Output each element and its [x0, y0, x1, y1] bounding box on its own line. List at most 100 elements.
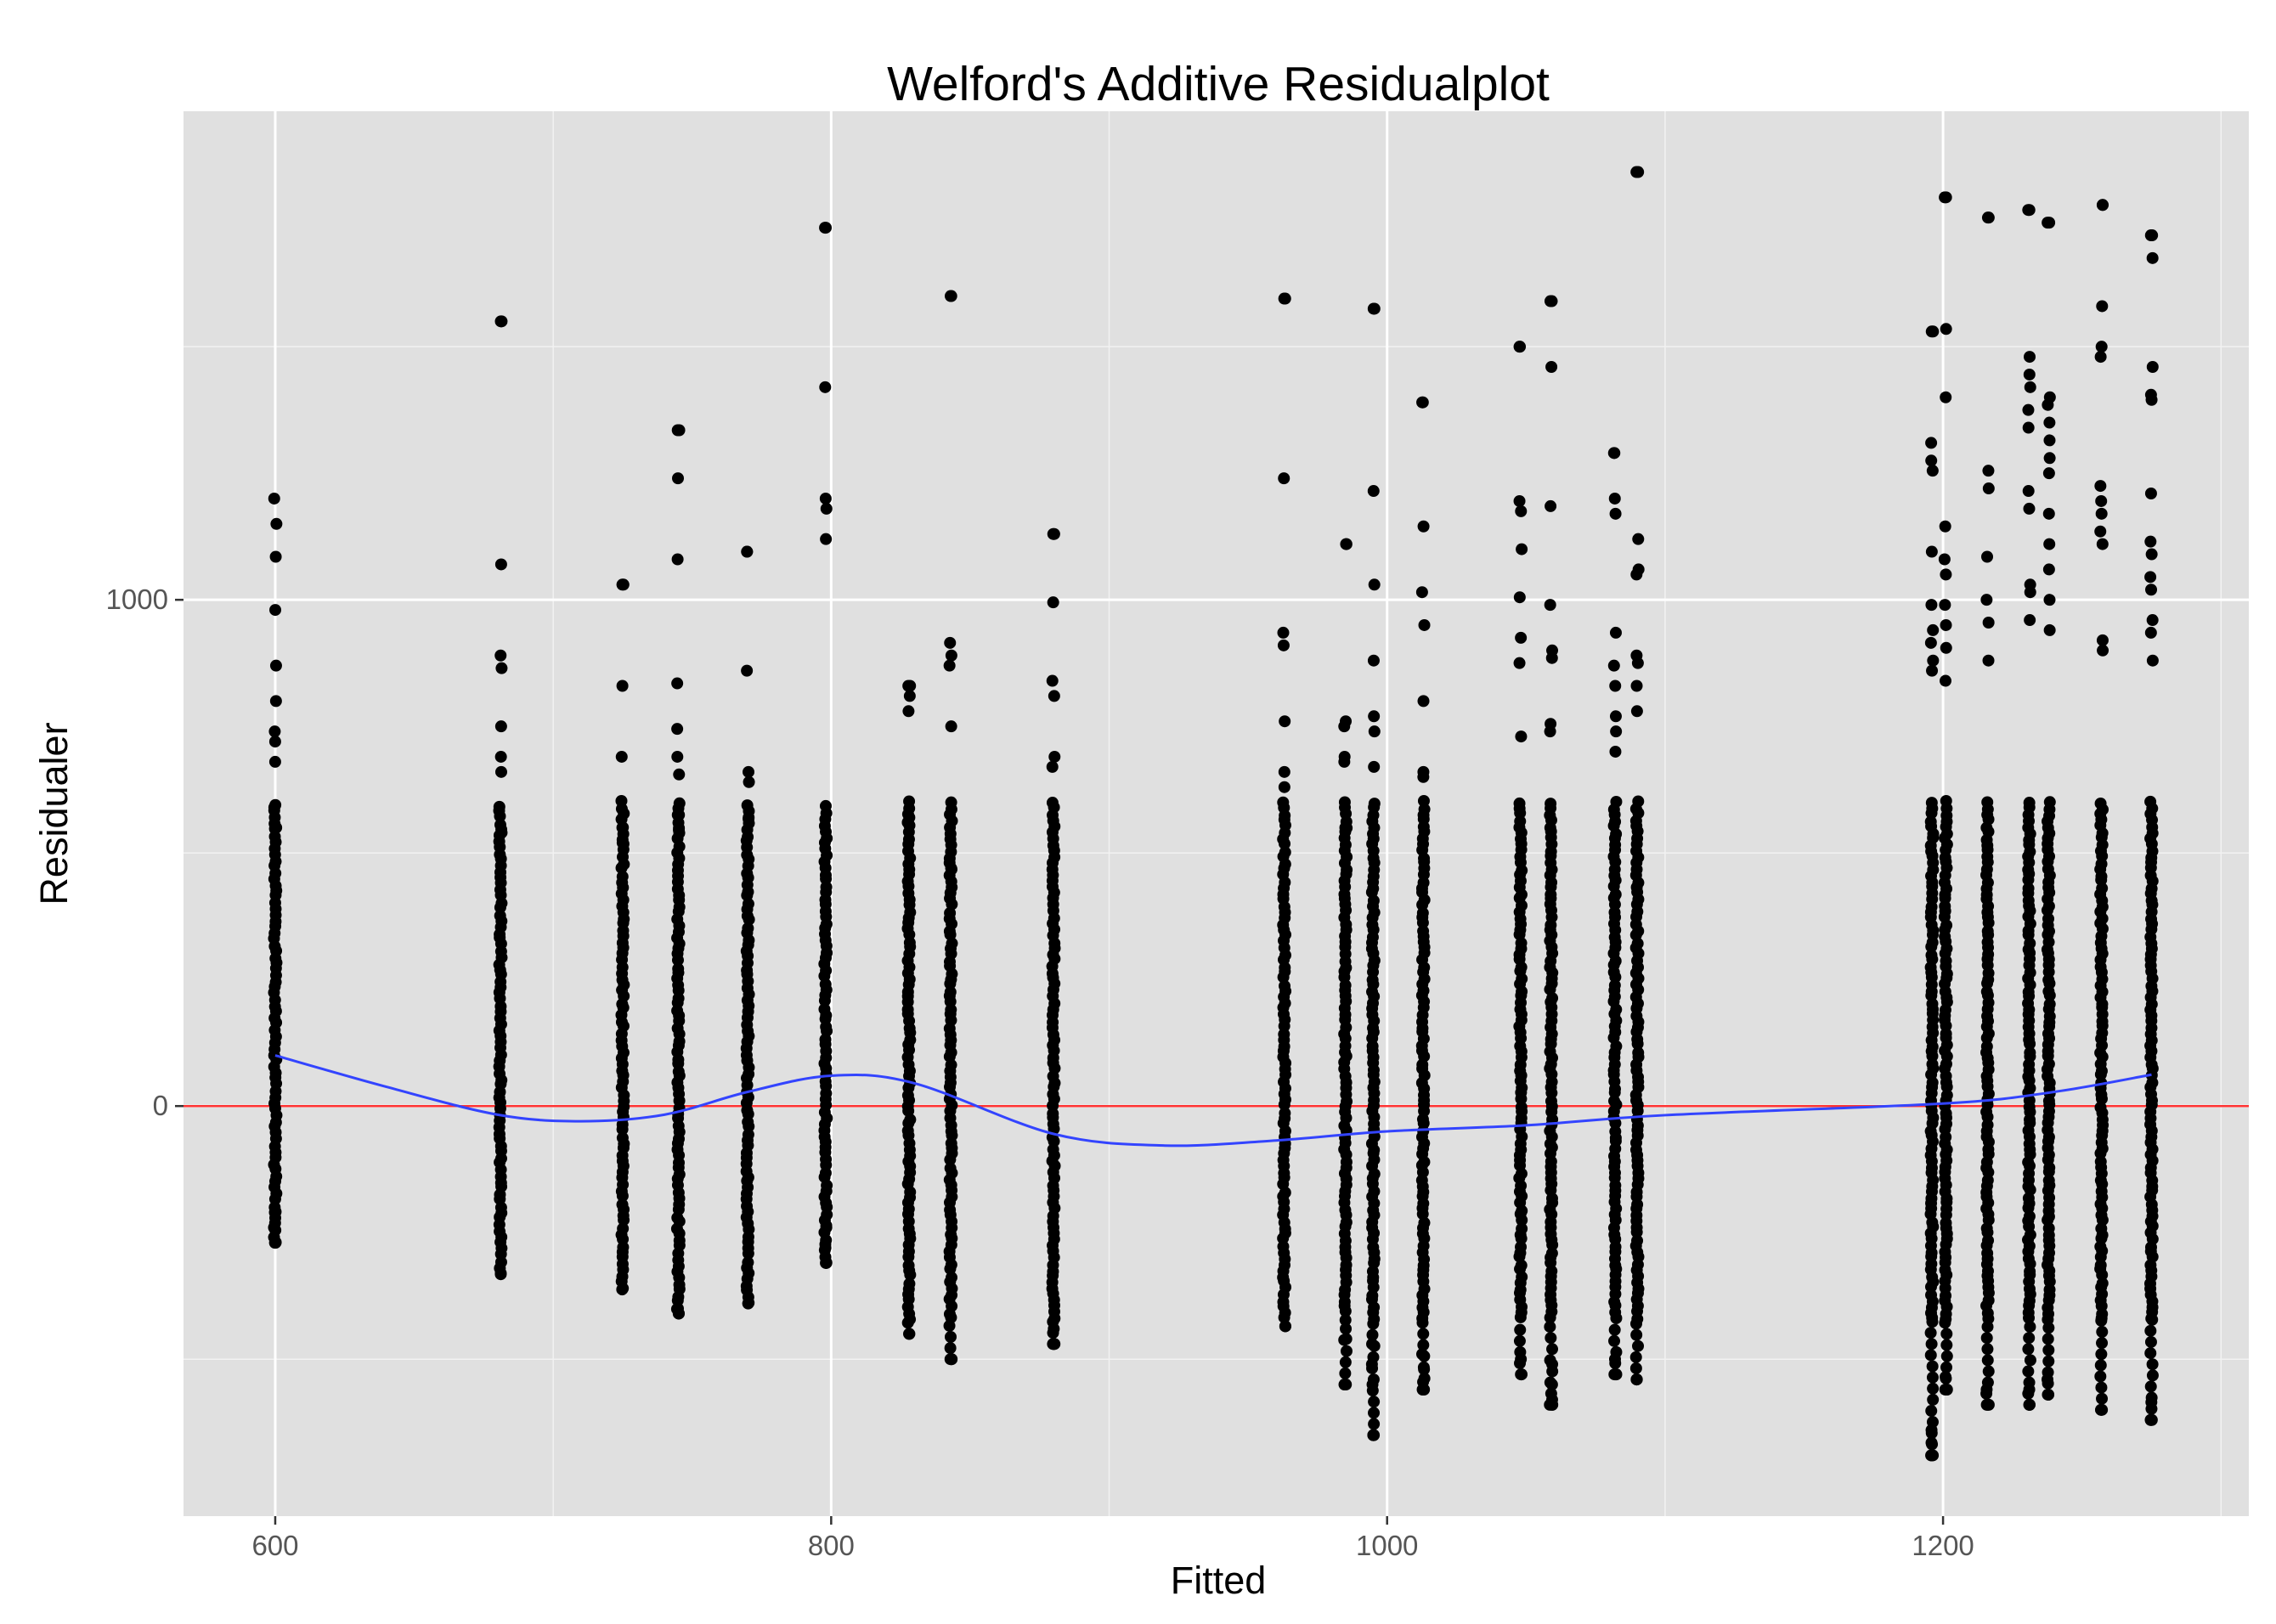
- scatter-point: [1339, 821, 1352, 834]
- scatter-point: [944, 1342, 957, 1355]
- scatter-point: [945, 649, 957, 662]
- scatter-point: [1277, 626, 1290, 639]
- scatter-point: [1980, 1332, 1993, 1345]
- scatter-point: [2094, 525, 2107, 538]
- scatter-point: [2146, 654, 2159, 667]
- scatter-point: [1417, 695, 1430, 708]
- scatter-point: [1418, 1216, 1431, 1229]
- scatter-point: [2144, 535, 2157, 548]
- scatter-point: [617, 1282, 630, 1294]
- scatter-point: [2096, 199, 2109, 211]
- scatter-point: [1940, 1339, 1953, 1351]
- scatter-point: [1514, 815, 1527, 827]
- scatter-point: [2042, 1344, 2055, 1356]
- scatter-point: [1609, 507, 1622, 520]
- scatter-point: [1940, 794, 1952, 807]
- scatter-point: [1980, 1040, 1993, 1053]
- scatter-point: [1632, 1339, 1645, 1352]
- scatter-point: [1368, 1396, 1381, 1408]
- scatter-point: [1416, 1317, 1429, 1329]
- scatter-point: [672, 472, 685, 485]
- scatter-point: [1278, 765, 1290, 778]
- scatter-point: [616, 679, 629, 692]
- scatter-point: [2024, 1046, 2036, 1059]
- scatter-point: [1980, 594, 1993, 606]
- scatter-point: [2042, 563, 2055, 576]
- scatter-point: [1415, 586, 1428, 599]
- scatter-point: [1940, 1361, 1953, 1373]
- scatter-point: [1940, 1371, 1952, 1384]
- scatter-point: [945, 796, 957, 809]
- scatter-point: [903, 795, 916, 808]
- scatter-point: [1939, 520, 1951, 533]
- scatter-point: [671, 677, 684, 690]
- scatter-point: [2095, 1381, 2108, 1394]
- scatter-point: [1338, 720, 1351, 733]
- scatter-point: [2043, 538, 2056, 550]
- scatter-point: [1048, 1338, 1060, 1351]
- scatter-point: [1340, 1345, 1353, 1357]
- scatter-point: [1368, 578, 1381, 591]
- scatter-point: [1515, 1259, 1528, 1272]
- scatter-point: [1048, 690, 1060, 702]
- scatter-point: [1925, 797, 1938, 809]
- scatter-point: [1924, 636, 1937, 649]
- scatter-point: [268, 801, 280, 814]
- scatter-point: [2094, 1101, 2107, 1114]
- scatter-point: [742, 1297, 754, 1310]
- y-tick-label: 1000: [106, 584, 168, 615]
- scatter-point: [1515, 730, 1528, 743]
- scatter-point: [494, 910, 506, 922]
- scatter-point: [1926, 664, 1939, 677]
- scatter-point: [2022, 403, 2035, 416]
- scatter-point: [1545, 1247, 1558, 1260]
- scatter-point: [1927, 623, 1940, 636]
- scatter-point: [1417, 770, 1430, 783]
- scatter-point: [2022, 1343, 2035, 1356]
- scatter-point: [1610, 725, 1623, 738]
- scatter-point: [2144, 626, 2157, 639]
- scatter-point: [1981, 796, 1994, 809]
- scatter-point: [2024, 614, 2036, 627]
- scatter-point: [1516, 1222, 1528, 1235]
- scatter-point: [1338, 1379, 1351, 1391]
- scatter-point: [270, 517, 283, 530]
- scatter-point: [2145, 548, 2158, 561]
- scatter-point: [671, 424, 684, 437]
- scatter-point: [671, 723, 684, 736]
- x-tick-label: 1200: [1912, 1530, 1974, 1561]
- scatter-point: [1940, 641, 1952, 654]
- scatter-point: [616, 1131, 629, 1144]
- scatter-point: [1545, 1379, 1558, 1391]
- scatter-point: [1981, 1343, 1994, 1356]
- scatter-point: [2042, 398, 2054, 411]
- scatter-point: [1367, 654, 1380, 667]
- scatter-point: [1277, 639, 1290, 651]
- x-tick-label: 1000: [1356, 1530, 1418, 1561]
- scatter-point: [268, 755, 281, 768]
- scatter-point: [1609, 710, 1622, 723]
- scatter-point: [1981, 550, 1994, 563]
- scatter-point: [494, 649, 507, 662]
- scatter-point: [2146, 360, 2159, 373]
- scatter-point: [1629, 1317, 1642, 1330]
- scatter-point: [1925, 949, 1938, 961]
- scatter-point: [672, 1307, 685, 1320]
- scatter-point: [1925, 1405, 1938, 1418]
- scatter-point: [1924, 815, 1937, 828]
- scatter-point: [1367, 485, 1380, 498]
- scatter-point: [1940, 618, 1952, 631]
- scatter-point: [820, 533, 833, 545]
- scatter-point: [944, 1162, 957, 1175]
- scatter-point: [1515, 1241, 1528, 1254]
- scatter-point: [1545, 1332, 1557, 1345]
- scatter-point: [1417, 925, 1430, 938]
- scatter-point: [2146, 614, 2159, 627]
- scatter-point: [1927, 1382, 1940, 1395]
- scatter-point: [1609, 626, 1622, 639]
- scatter-point: [673, 797, 686, 809]
- scatter-point: [1632, 1046, 1645, 1059]
- scatter-point: [1609, 1125, 1622, 1138]
- scatter-point: [673, 824, 686, 837]
- scatter-point: [1630, 705, 1643, 718]
